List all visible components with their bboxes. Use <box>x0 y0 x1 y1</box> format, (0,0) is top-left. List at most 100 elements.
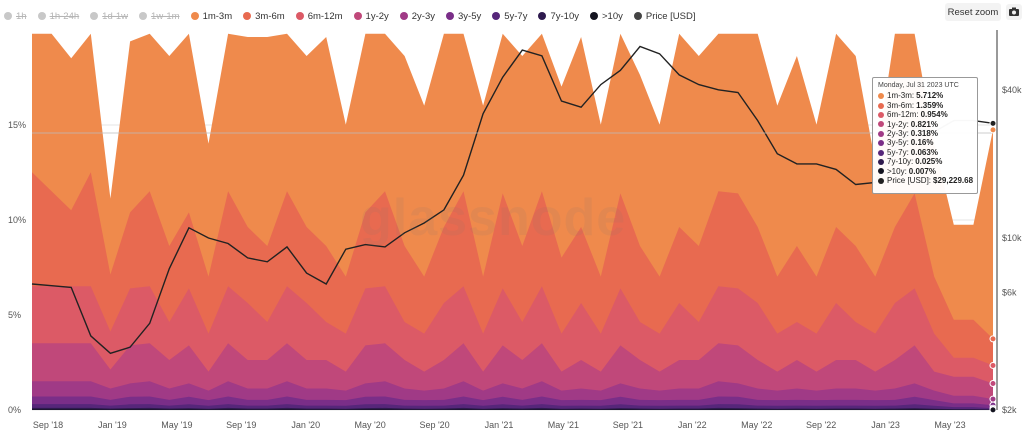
tooltip-dot <box>878 93 884 100</box>
legend-item[interactable]: 3y-5y <box>446 11 481 22</box>
x-tick-label: May '21 <box>548 420 579 430</box>
x-tick-label: Jan '19 <box>98 420 127 430</box>
legend-item[interactable]: 7y-10y <box>538 11 579 22</box>
hover-marker <box>989 126 997 134</box>
legend-dot <box>295 12 304 20</box>
y-left-tick-label: 15% <box>8 120 26 130</box>
tooltip-label: 1y-2y: <box>887 119 909 129</box>
hover-marker <box>989 379 997 387</box>
x-tick-label: Jan '22 <box>678 420 707 430</box>
tooltip-value: 0.954% <box>920 110 948 120</box>
area-series-7y-10y <box>32 407 993 410</box>
tooltip-date: Monday, Jul 31 2023 UTC <box>878 82 959 89</box>
x-tick-label: May '19 <box>161 420 192 430</box>
x-tick-label: Sep '18 <box>33 420 63 430</box>
legend-dot <box>492 12 501 20</box>
legend-label: Price [USD] <box>645 10 696 22</box>
legend-item[interactable]: 3m-6m <box>243 11 285 22</box>
tooltip-dot <box>878 177 884 184</box>
legend-dot <box>633 12 642 20</box>
tooltip-row: 3m-6m: 1.359% <box>878 101 972 110</box>
tooltip-value: 5.712% <box>916 91 944 101</box>
legend-dot <box>399 12 408 20</box>
legend-label: 3m-6m <box>255 10 285 22</box>
legend-label: 1h-24h <box>49 10 80 22</box>
hover-marker <box>989 335 997 343</box>
x-tick-label: Jan '21 <box>485 420 514 430</box>
legend-item[interactable]: 1y-2y <box>353 11 389 22</box>
tooltip-row: 3y-5y: 0.16% <box>878 138 972 147</box>
tooltip-label: 2y-3y: <box>887 129 909 139</box>
legend-label: 1w-1m <box>151 10 180 22</box>
tooltip-dot <box>878 130 884 137</box>
legend-label: 7y-10y <box>550 10 579 22</box>
tooltip-value: 0.025% <box>915 157 943 167</box>
legend-label: >10y <box>601 10 623 22</box>
tooltip-row: 2y-3y: 0.318% <box>878 129 972 138</box>
hover-marker-price <box>989 119 997 127</box>
legend-item[interactable]: 2y-3y <box>399 10 435 22</box>
legend-dot <box>243 12 252 20</box>
tooltip-row: >10y: 0.007% <box>878 167 972 176</box>
tooltip-value: $29,229.68 <box>933 176 974 186</box>
reset-zoom-button[interactable]: Reset zoom <box>945 3 1001 21</box>
legend-item[interactable]: 1d-1w <box>90 11 128 22</box>
area-series--10y <box>32 409 993 410</box>
legend-item[interactable]: 1h-24h <box>37 10 80 22</box>
tooltip-dot <box>878 158 884 165</box>
tooltip-row: 7y-10y: 0.025% <box>878 157 972 166</box>
legend-item[interactable]: 1m-3m <box>190 11 232 22</box>
hover-marker <box>989 395 997 403</box>
tooltip-dot <box>878 111 884 118</box>
legend-dot <box>589 12 598 20</box>
legend-item[interactable]: >10y <box>589 10 623 22</box>
tooltip-dot <box>878 121 884 128</box>
tooltip-value: 0.821% <box>910 119 938 129</box>
legend-dot <box>538 12 547 20</box>
legend-dot <box>190 12 199 20</box>
tooltip-value: 0.318% <box>910 129 938 139</box>
tooltip-value: 0.063% <box>910 147 938 157</box>
x-tick-label: May '22 <box>741 420 772 430</box>
tooltip-label: 5y-7y: <box>887 147 909 157</box>
legend-dot <box>4 12 12 20</box>
tooltip-row: 1y-2y: 0.821% <box>878 120 972 129</box>
tooltip-row: 5y-7y: 0.063% <box>878 148 972 157</box>
x-tick-label: Jan '23 <box>871 420 900 430</box>
x-tick-label: Sep '20 <box>419 420 449 430</box>
tooltip: Monday, Jul 31 2023 UTC 1m-3m: 5.712% 3m-6… <box>872 77 978 194</box>
legend-dot <box>37 12 46 20</box>
hover-marker <box>989 406 997 414</box>
x-tick-label: May '23 <box>934 420 965 430</box>
tooltip-dot <box>878 168 884 175</box>
tooltip-row: Price [USD]: $29,229.68 <box>878 176 974 186</box>
legend-item[interactable]: 6m-12m <box>295 10 343 22</box>
y-right-tick-label: $40k <box>1002 85 1022 95</box>
tooltip-label: Price [USD]: <box>887 176 932 186</box>
legend-item[interactable]: 1h <box>4 11 27 22</box>
tooltip-label: 7y-10y: <box>887 157 914 167</box>
y-right-tick-label: $10k <box>1002 233 1022 243</box>
legend-label: 6m-12m <box>307 10 343 22</box>
x-tick-label: Sep '19 <box>226 420 256 430</box>
tooltip-label: 6m-12m: <box>887 110 919 120</box>
tooltip-value: 0.16% <box>910 138 934 148</box>
y-left-tick-label: 0% <box>8 405 21 415</box>
x-tick-label: May '20 <box>355 420 386 430</box>
camera-icon[interactable] <box>1006 4 1022 20</box>
legend-item[interactable]: Price [USD] <box>633 10 696 22</box>
x-tick-label: Sep '21 <box>613 420 643 430</box>
tooltip-row: 6m-12m: 0.954% <box>878 110 972 119</box>
tooltip-row: 1m-3m: 5.712% <box>878 91 972 100</box>
legend-item[interactable]: 5y-7y <box>492 11 527 22</box>
price-line <box>31 45 994 355</box>
legend-item[interactable]: 1w-1m <box>139 11 180 22</box>
legend-label: 1h <box>16 10 27 22</box>
legend-label: 2y-3y <box>411 10 435 22</box>
tooltip-label: >10y: <box>887 166 907 176</box>
legend-label: 5y-7y <box>504 10 528 22</box>
tooltip-label: 3m-6m: <box>887 100 915 110</box>
legend: 1h 1h-24h 1d-1w 1w-1m 1m-3m 3m-6m 6m-12m 1y-2y 2… <box>4 6 904 26</box>
legend-dot <box>353 12 362 20</box>
